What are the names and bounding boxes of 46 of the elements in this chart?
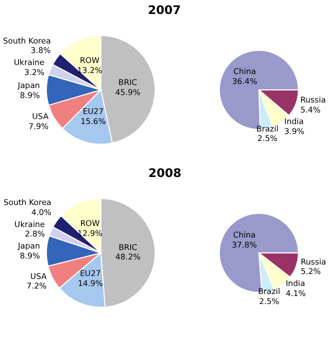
slice-label: South Korea bbox=[4, 198, 52, 208]
data-label: 37.8% bbox=[232, 240, 258, 250]
data-label: 3.2% bbox=[24, 68, 45, 77]
data-label: 15.6% bbox=[80, 116, 106, 126]
slice-label: ROW bbox=[80, 56, 100, 66]
data-label: 13.2% bbox=[77, 66, 103, 75]
data-label: 12.9% bbox=[77, 228, 103, 238]
slice-label: Ukraine bbox=[14, 58, 44, 68]
slice-label: Brazil bbox=[258, 286, 280, 296]
data-label: 48.2% bbox=[115, 252, 141, 262]
data-label: 5.4% bbox=[300, 105, 321, 114]
data-label: 5.2% bbox=[300, 267, 322, 276]
slice-label: India bbox=[284, 117, 304, 126]
slice-label: USA bbox=[30, 272, 48, 281]
slice-label: EU27 bbox=[80, 269, 101, 278]
data-label: 8.9% bbox=[20, 252, 40, 261]
data-label: 4.1% bbox=[286, 288, 306, 298]
slice-label: Ukraine bbox=[14, 220, 46, 229]
data-label: 36.4% bbox=[232, 77, 258, 86]
data-label: 45.9% bbox=[115, 88, 141, 97]
slice-label: ROW bbox=[80, 219, 100, 228]
data-label: 2.5% bbox=[259, 296, 280, 306]
chart-title: 2007 bbox=[148, 2, 181, 17]
data-label: 3.9% bbox=[284, 127, 305, 136]
chart-title: 2008 bbox=[148, 166, 182, 180]
slice-label: India bbox=[286, 279, 306, 288]
slice-label: China bbox=[233, 67, 256, 76]
data-label: 4.0% bbox=[31, 208, 52, 217]
data-label: 2.8% bbox=[24, 230, 46, 239]
slice-label: Russia bbox=[300, 95, 326, 104]
slice-label: Japan bbox=[16, 242, 40, 251]
slice-label: China bbox=[233, 230, 256, 240]
data-label: 14.9% bbox=[78, 278, 104, 288]
slice-label: BRIC bbox=[118, 242, 138, 252]
data-label: 2.5% bbox=[257, 134, 278, 144]
slice-label: USA bbox=[32, 112, 50, 122]
data-label: 8.9% bbox=[20, 90, 40, 100]
slice-label: EU27 bbox=[82, 106, 104, 116]
slice-label: Brazil bbox=[256, 124, 278, 134]
data-label: 7.9% bbox=[28, 122, 49, 131]
data-label: 7.2% bbox=[26, 282, 48, 291]
slice-label: South Korea bbox=[2, 36, 51, 46]
data-label: 3.8% bbox=[30, 46, 52, 56]
slice-label: Russia bbox=[300, 257, 326, 266]
slice-label: BRIC bbox=[118, 78, 138, 88]
slice-label: Japan bbox=[16, 81, 40, 90]
